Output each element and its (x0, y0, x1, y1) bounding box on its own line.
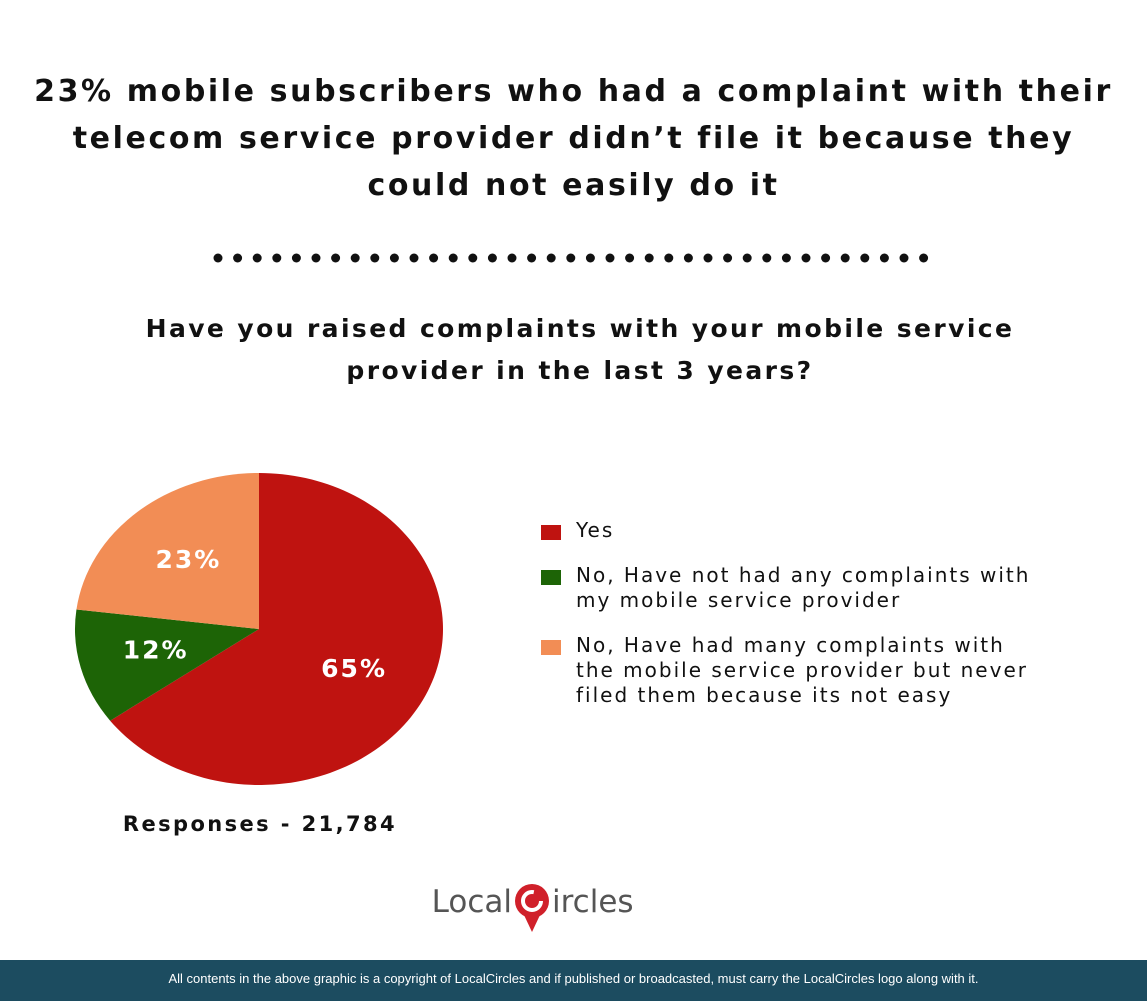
logo-text: ircles (552, 884, 634, 920)
divider-dot (821, 253, 831, 263)
divider-dot (664, 253, 674, 263)
divider-dot (468, 253, 478, 263)
logo-icon-pin (524, 915, 540, 932)
legend-label: Yes (576, 518, 615, 542)
data-label: 65% (321, 654, 387, 683)
data-label: 23% (156, 545, 222, 574)
divider-dot (291, 253, 301, 263)
divider-dot (742, 253, 752, 263)
legend-item: No, Have had many complaints with the mo… (541, 633, 1041, 708)
divider-dot (213, 253, 223, 263)
pie-slice (76, 473, 259, 629)
footer: All contents in the above graphic is a c… (0, 960, 1147, 1001)
divider (213, 253, 929, 263)
divider-dot (840, 253, 850, 263)
legend-swatch (541, 525, 561, 540)
divider-dot (899, 253, 909, 263)
divider-dot (919, 253, 929, 263)
divider-dot (350, 253, 360, 263)
divider-dot (252, 253, 262, 263)
divider-dot (487, 253, 497, 263)
legend-label: No, Have not had any complaints with my … (576, 563, 1031, 612)
legend: Yes No, Have not had any complaints with … (541, 518, 1041, 728)
divider-dot (781, 253, 791, 263)
annotation: Responses - 21,784 (122, 812, 398, 836)
chart-title: 23% mobile subscribers who had a complai… (34, 74, 1113, 203)
divider-dot (625, 253, 635, 263)
divider-dot (683, 253, 693, 263)
divider-dot (860, 253, 870, 263)
pie-slice (110, 473, 443, 785)
divider-dot (233, 253, 243, 263)
divider-dot (605, 253, 615, 263)
divider-dot (429, 253, 439, 263)
legend-item: No, Have not had any complaints with my … (541, 563, 1041, 613)
data-label: 12% (123, 636, 189, 665)
divider-dot (409, 253, 419, 263)
divider-dot (370, 253, 380, 263)
logo-icon-c (521, 890, 543, 912)
divider-dot (389, 253, 399, 263)
divider-dot (703, 253, 713, 263)
legend-label: No, Have had many complaints with the mo… (576, 633, 1028, 707)
pie: 65% 12% 23% (75, 473, 443, 785)
pie-slice (75, 609, 259, 721)
divider-dot (762, 253, 772, 263)
legend-swatch (541, 640, 561, 655)
logo-icon (515, 884, 549, 918)
divider-dot (448, 253, 458, 263)
divider-dot (527, 253, 537, 263)
divider-dot (331, 253, 341, 263)
divider-dot (585, 253, 595, 263)
divider-dot (644, 253, 654, 263)
logo-text: Local (432, 884, 512, 920)
divider-dot (723, 253, 733, 263)
logo: Local ircles (432, 884, 634, 932)
divider-dot (272, 253, 282, 263)
divider-dot (566, 253, 576, 263)
divider-dot (546, 253, 556, 263)
divider-dot (507, 253, 517, 263)
divider-dot (801, 253, 811, 263)
divider-dot (311, 253, 321, 263)
divider-dot (879, 253, 889, 263)
chart-subtitle: Have you raised complaints with your mob… (145, 314, 1015, 385)
legend-swatch (541, 570, 561, 585)
legend-item: Yes (541, 518, 1041, 543)
